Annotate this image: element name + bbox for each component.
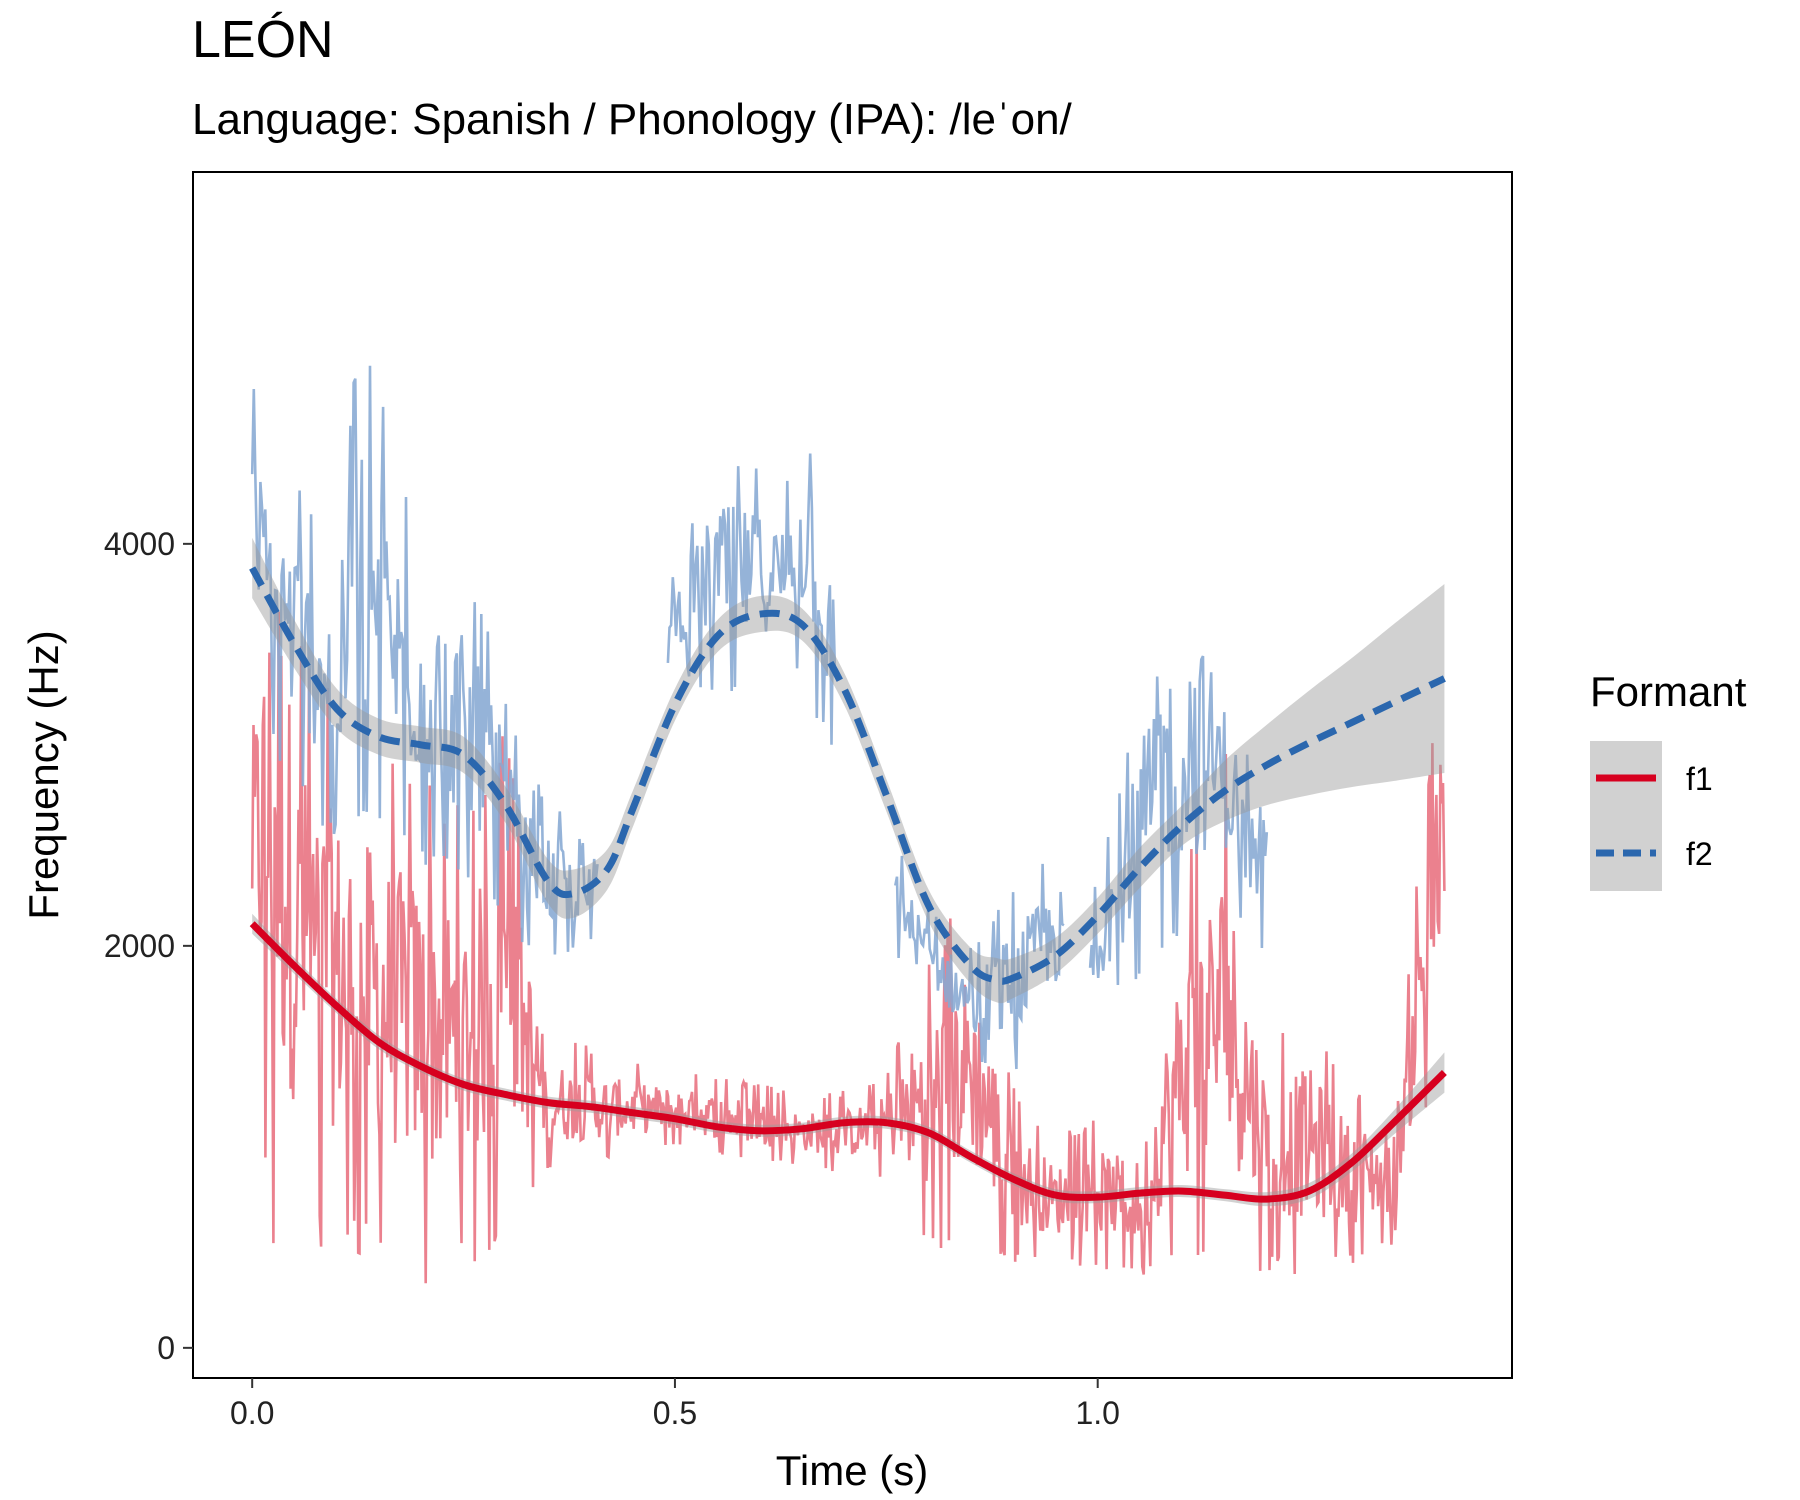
x-tick-label-0: 0.0: [230, 1395, 274, 1431]
smooth-line-f2: [249, 566, 1446, 985]
y-tick-label-0: 0: [157, 1330, 175, 1366]
raw-traces-layer: [250, 365, 1446, 1284]
legend: Formant f1 f2: [1590, 668, 1747, 891]
raw-trace-f2: [250, 365, 1269, 1070]
confidence-band-f2: [252, 537, 1445, 1004]
x-tick-label-2: 1.0: [1075, 1395, 1119, 1431]
y-tick-label-1: 2000: [104, 928, 175, 964]
confidence-bands-layer: [252, 537, 1445, 1207]
chart-title: LEÓN: [192, 11, 334, 69]
axes-layer: 0.0 0.5 1.0 0 2000 4000: [104, 526, 1120, 1431]
y-tick-label-2: 4000: [104, 526, 175, 562]
legend-title: Formant: [1590, 668, 1747, 715]
legend-label-f2: f2: [1686, 836, 1713, 872]
smooth-lines-layer: [249, 566, 1447, 1203]
confidence-band-f1: [252, 913, 1445, 1207]
raw-trace-f1: [250, 611, 1446, 1284]
y-axis-label: Frequency (Hz): [20, 630, 67, 919]
plot-panel-border: [192, 171, 1513, 1379]
chart-subtitle: Language: Spanish / Phonology (IPA): /le…: [192, 95, 1072, 144]
x-tick-label-1: 0.5: [653, 1395, 697, 1431]
x-axis-label: Time (s): [776, 1447, 928, 1494]
legend-label-f1: f1: [1686, 761, 1713, 797]
smooth-line-f1: [249, 921, 1447, 1203]
